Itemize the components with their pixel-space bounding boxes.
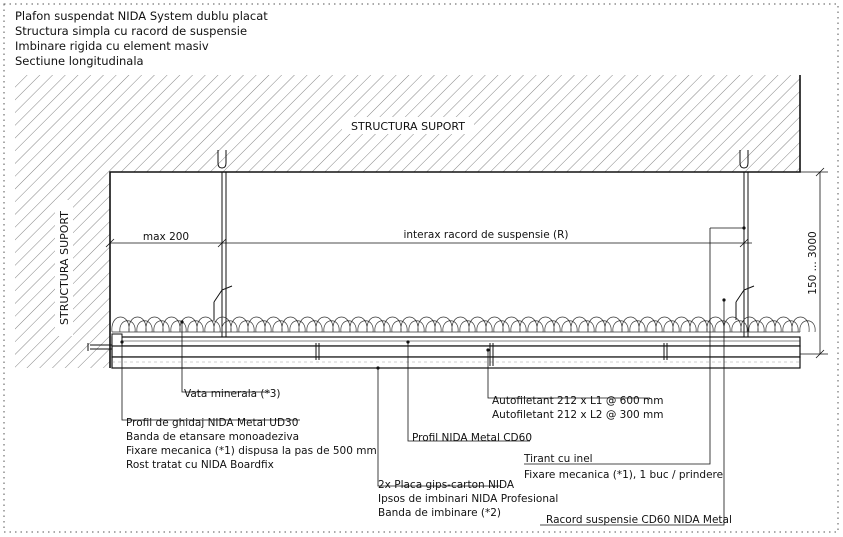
title-line-1: Plafon suspendat NIDA System dublu placa… (15, 9, 268, 23)
hanger-left (213, 150, 233, 340)
zone-label-left: STRUCTURA SUPORT (58, 211, 71, 325)
dim-interax-label: interax racord de suspensie (R) (403, 229, 568, 241)
gypsum-board-1 (111, 345, 801, 358)
label-screw-1: Autofiletant 212 x L1 @ 600 mm (492, 395, 664, 407)
dim-height (800, 167, 828, 359)
label-placa-1: 2x Placa gips-carton NIDA (378, 479, 515, 491)
label-placa-2: Ipsos de imbinari NIDA Profesional (378, 493, 558, 505)
mineral-wool-layer (111, 316, 816, 333)
title-line-3: Imbinare rigida cu element masiv (15, 39, 209, 53)
title-line-2: Structura simpla cu racord de suspensie (15, 24, 248, 38)
zone-label-top: STRUCTURA SUPORT (351, 120, 465, 133)
leader-lines (121, 227, 744, 526)
title-line-4: Sectiune longitudinala (15, 54, 144, 68)
cd60-profile (111, 336, 801, 347)
label-ud30-3: Fixare mecanica (*1) dispusa la pas de 5… (126, 445, 377, 457)
dim-max-label: max 200 (143, 231, 189, 243)
label-ud30-2: Banda de etansare monoadeziva (126, 431, 299, 443)
label-ud30-4: Rost tratat cu NIDA Boardfix (126, 459, 274, 471)
mineral-wool-loops (111, 316, 816, 333)
hanger-right (735, 150, 755, 340)
dim-horizontal (105, 238, 752, 248)
leader-dots (120, 226, 746, 370)
support-structure-outline (109, 75, 801, 368)
label-cd60: Profil NIDA Metal CD60 (412, 432, 532, 444)
label-tirant-2: Fixare mecanica (*1), 1 buc / prindere (524, 469, 723, 481)
label-tirant-1: Tirant cu inel (523, 453, 593, 465)
label-racord: Racord suspensie CD60 NIDA Metal (546, 514, 732, 526)
label-screw-2: Autofiletant 212 x L2 @ 300 mm (492, 409, 664, 421)
screws (315, 343, 668, 366)
gypsum-board-2 (111, 356, 801, 369)
label-vata: Vata minerala (*3) (184, 388, 281, 400)
wall-anchor (87, 343, 112, 351)
support-structure-hatch (15, 75, 800, 368)
label-ud30-1: Profil de ghidaj NIDA Metal UD30 (126, 417, 298, 429)
label-placa-3: Banda de imbinare (*2) (378, 507, 501, 519)
dim-height-label: 150 ... 3000 (807, 231, 819, 294)
drawing-border (3, 3, 839, 533)
